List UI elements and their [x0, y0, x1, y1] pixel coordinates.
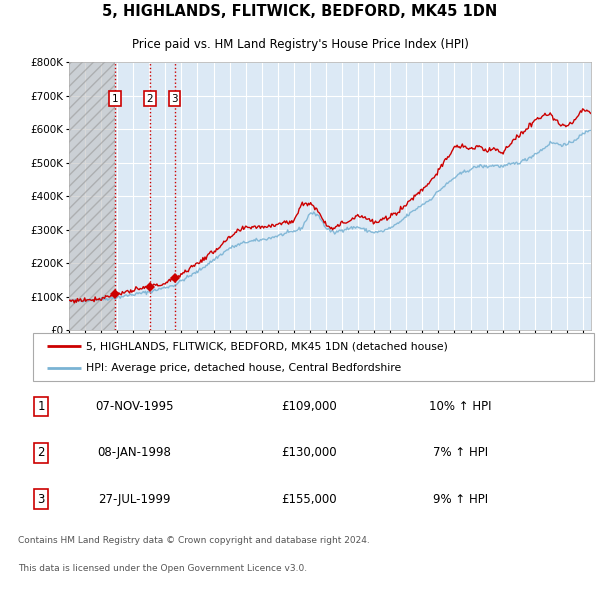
Text: 2: 2: [38, 446, 45, 460]
Text: 5, HIGHLANDS, FLITWICK, BEDFORD, MK45 1DN (detached house): 5, HIGHLANDS, FLITWICK, BEDFORD, MK45 1D…: [86, 341, 448, 351]
Text: 10% ↑ HPI: 10% ↑ HPI: [429, 400, 491, 413]
Text: 7% ↑ HPI: 7% ↑ HPI: [433, 446, 488, 460]
Text: 3: 3: [38, 493, 45, 506]
Text: 9% ↑ HPI: 9% ↑ HPI: [433, 493, 488, 506]
Text: £109,000: £109,000: [281, 400, 337, 413]
Text: 5, HIGHLANDS, FLITWICK, BEDFORD, MK45 1DN: 5, HIGHLANDS, FLITWICK, BEDFORD, MK45 1D…: [103, 4, 497, 19]
FancyBboxPatch shape: [33, 333, 594, 381]
Text: 1: 1: [112, 94, 118, 104]
Text: £155,000: £155,000: [281, 493, 337, 506]
Text: This data is licensed under the Open Government Licence v3.0.: This data is licensed under the Open Gov…: [18, 565, 307, 573]
Bar: [69, 62, 115, 330]
Text: 07-NOV-1995: 07-NOV-1995: [95, 400, 173, 413]
Text: 27-JUL-1999: 27-JUL-1999: [98, 493, 170, 506]
Text: Contains HM Land Registry data © Crown copyright and database right 2024.: Contains HM Land Registry data © Crown c…: [18, 536, 370, 546]
Text: £130,000: £130,000: [281, 446, 337, 460]
Text: 08-JAN-1998: 08-JAN-1998: [97, 446, 172, 460]
Text: 1: 1: [38, 400, 45, 413]
Text: Price paid vs. HM Land Registry's House Price Index (HPI): Price paid vs. HM Land Registry's House …: [131, 38, 469, 51]
Text: 3: 3: [171, 94, 178, 104]
Text: 2: 2: [146, 94, 153, 104]
Text: HPI: Average price, detached house, Central Bedfordshire: HPI: Average price, detached house, Cent…: [86, 363, 401, 373]
